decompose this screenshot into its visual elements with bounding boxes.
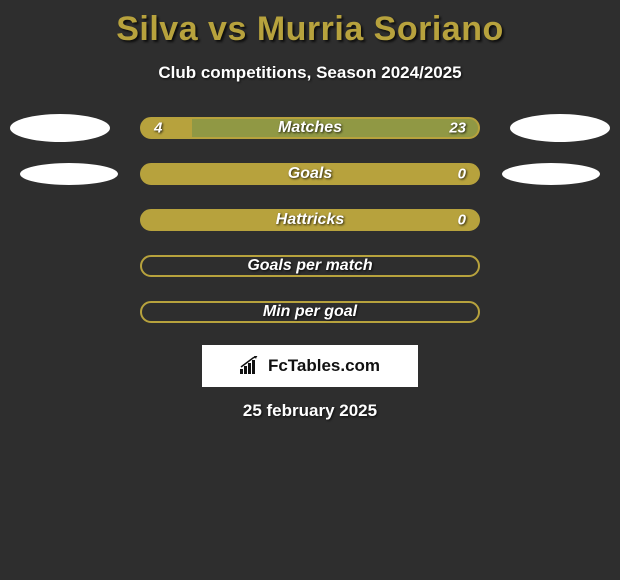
player-a-pill	[20, 163, 118, 185]
stat-row: Min per goal	[0, 301, 620, 323]
player-a-name: Silva	[116, 10, 198, 48]
stat-label: Hattricks	[276, 211, 344, 229]
stat-value-right: 0	[458, 212, 466, 229]
brand-text: FcTables.com	[268, 356, 380, 376]
stat-label: Min per goal	[263, 303, 357, 321]
stat-row: Goals 0	[0, 163, 620, 185]
player-a-pill	[10, 114, 110, 142]
stat-label: Matches	[278, 119, 342, 137]
bar-fill-left	[142, 119, 192, 137]
page-title: Silva vs Murria Soriano	[0, 10, 620, 49]
stat-row: Matches 4 23	[0, 117, 620, 139]
player-b-name: Murria Soriano	[257, 10, 504, 48]
stat-bar: Matches 4 23	[140, 117, 480, 139]
vs-text: vs	[198, 10, 257, 48]
subtitle: Club competitions, Season 2024/2025	[0, 63, 620, 83]
stat-value-left: 4	[154, 120, 162, 137]
footer-date: 25 february 2025	[0, 401, 620, 421]
stat-label: Goals per match	[247, 257, 372, 275]
stat-bar: Goals per match	[140, 255, 480, 277]
bar-chart-icon	[240, 356, 262, 376]
stat-row: Hattricks 0	[0, 209, 620, 231]
player-b-pill	[510, 114, 610, 142]
stats-list: Matches 4 23 Goals 0 Hattricks 0 Goals per matc…	[0, 117, 620, 323]
stat-bar: Min per goal	[140, 301, 480, 323]
comparison-card: Silva vs Murria Soriano Club competition…	[0, 0, 620, 580]
stat-bar: Hattricks 0	[140, 209, 480, 231]
stat-value-right: 23	[449, 120, 466, 137]
brand-box[interactable]: FcTables.com	[202, 345, 418, 387]
stat-row: Goals per match	[0, 255, 620, 277]
stat-bar: Goals 0	[140, 163, 480, 185]
brand: FcTables.com	[240, 356, 380, 376]
stat-value-right: 0	[458, 166, 466, 183]
stat-label: Goals	[288, 165, 332, 183]
player-b-pill	[502, 163, 600, 185]
